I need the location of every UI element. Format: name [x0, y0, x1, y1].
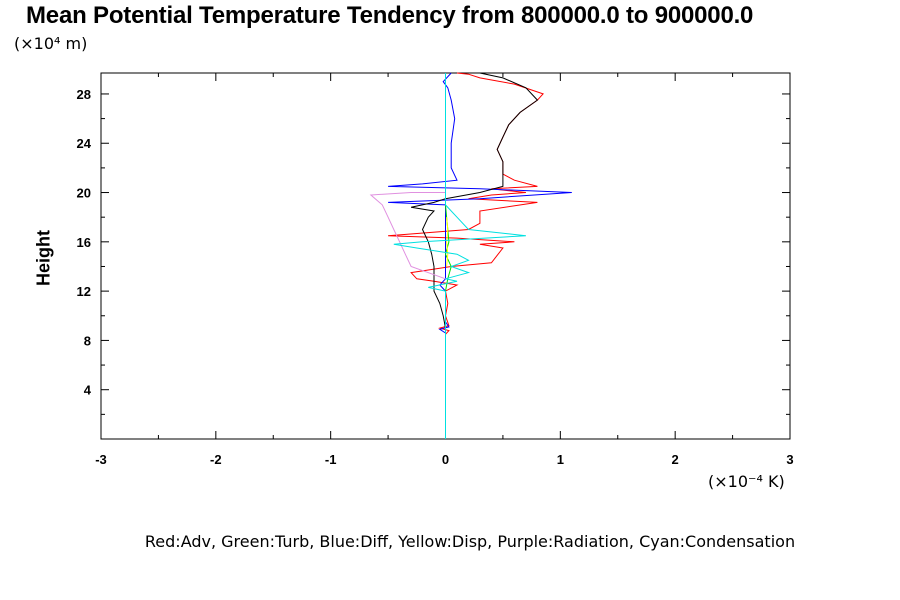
series-line-1: [388, 72, 572, 353]
series-line-0: [388, 72, 544, 359]
series-line-6: [393, 73, 526, 439]
y-tick-label: 16: [77, 235, 91, 250]
y-axis-unit: (×10⁴ m): [14, 34, 88, 53]
x-axis-unit: (×10⁻⁴ K): [708, 472, 785, 491]
series-group: [369, 72, 572, 439]
y-tick-label: 4: [84, 383, 92, 398]
y-tick-label: 12: [77, 284, 91, 299]
y-tick-label: 20: [77, 186, 91, 201]
legend-caption: Red:Adv, Green:Turb, Blue:Diff, Yellow:D…: [144, 532, 796, 551]
x-tick-label: 1: [557, 452, 564, 467]
chart-title: Mean Potential Temperature Tendency from…: [26, 2, 754, 29]
x-tick-label: -1: [325, 452, 337, 467]
series-line-5: [369, 192, 446, 280]
series-line-4: [446, 217, 449, 267]
x-tick-label: 2: [672, 452, 679, 467]
series-line-2: [410, 72, 539, 356]
y-tick-label: 24: [77, 136, 92, 151]
x-tick-label: -3: [95, 452, 107, 467]
x-tick-label: 3: [786, 452, 793, 467]
y-tick-label: 8: [84, 333, 91, 348]
x-tick-label: -2: [210, 452, 222, 467]
x-tick-label: 0: [442, 452, 449, 467]
y-tick-label: 28: [77, 87, 91, 102]
series-line-3: [444, 192, 452, 292]
